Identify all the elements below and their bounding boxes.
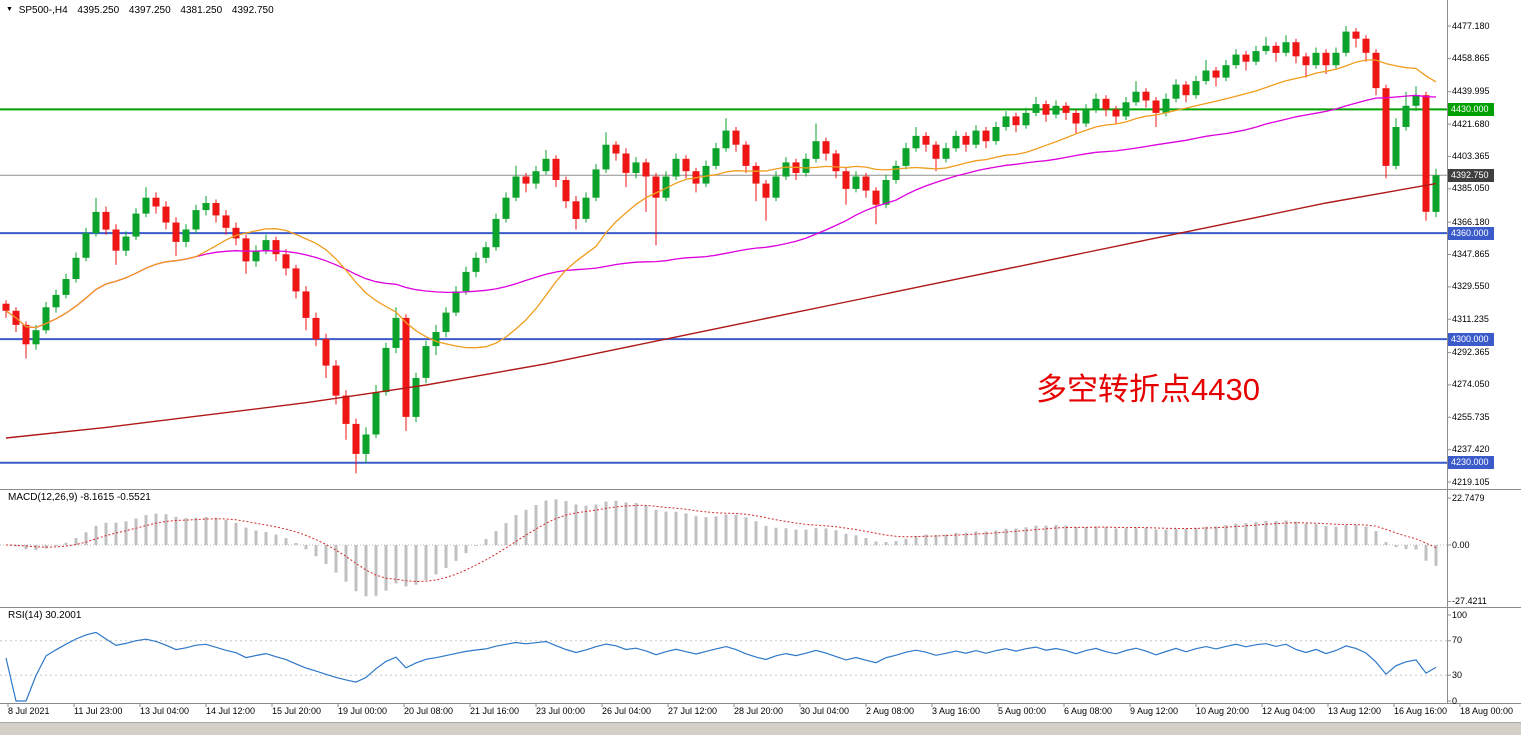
macd-axis-tick: -27.4211	[1452, 595, 1487, 606]
price-axis-tick: 4274.050	[1452, 379, 1490, 390]
time-axis-label: 26 Jul 04:00	[602, 706, 652, 716]
price-axis-tick: 4329.550	[1452, 281, 1490, 292]
time-axis-label: 10 Aug 20:00	[1196, 706, 1250, 716]
time-axis-label: 19 Jul 00:00	[338, 706, 388, 716]
bottom-bar	[0, 722, 1521, 735]
time-axis-label: 6 Aug 08:00	[1064, 706, 1113, 716]
macd-signal-line	[5, 504, 1437, 583]
time-axis-label: 15 Jul 20:00	[272, 706, 322, 716]
rsi-indicator-label: RSI(14) 30.2001	[8, 610, 82, 621]
time-axis-label: 23 Jul 00:00	[536, 706, 586, 716]
price-axis-tick: 4366.180	[1452, 216, 1490, 227]
price-axis-tick: 4403.365	[1452, 150, 1490, 161]
ohlc-low: 4381.250	[180, 5, 223, 16]
time-axis-label: 13 Jul 04:00	[140, 706, 190, 716]
time-axis-label: 20 Jul 08:00	[404, 706, 454, 716]
macd-histogram	[14, 499, 1438, 597]
current-price-tag: 4392.750	[1448, 168, 1494, 182]
price-axis-tick: 4219.105	[1452, 476, 1490, 487]
chart-title: ▼ SP500-,H4 4395.250 4397.250 4381.250 4…	[6, 5, 281, 16]
macd-axis-tick: 0.00	[1452, 539, 1470, 550]
line-price-tag: 4300.000	[1448, 332, 1494, 346]
time-axis-label: 28 Jul 20:00	[734, 706, 784, 716]
time-axis-label: 9 Aug 12:00	[1130, 706, 1179, 716]
triangle-icon: ▼	[6, 6, 13, 13]
price-axis-tick: 4458.865	[1452, 52, 1490, 63]
price-axis-tick: 4477.180	[1452, 20, 1490, 31]
time-axis-label: 2 Aug 08:00	[866, 706, 915, 716]
time-axis-label: 18 Aug 00:00	[1460, 706, 1514, 716]
price-axis-tick: 4292.365	[1452, 347, 1490, 358]
candlestick-series	[2, 26, 1440, 474]
horizontal-lines[interactable]	[0, 108, 1447, 464]
rsi-axis-tick: 100	[1452, 609, 1468, 620]
time-axis-label: 30 Jul 04:00	[800, 706, 850, 716]
macd-axis-tick: 22.7479	[1452, 492, 1485, 503]
price-axis-tick: 4439.995	[1452, 86, 1490, 97]
price-axis-tick: 4347.865	[1452, 248, 1490, 259]
time-axis-label: 16 Aug 16:00	[1394, 706, 1448, 716]
time-axis-label: 13 Aug 12:00	[1328, 706, 1382, 716]
time-axis-label: 21 Jul 16:00	[470, 706, 520, 716]
rsi-line	[5, 631, 1437, 702]
time-axis-label: 11 Jul 23:00	[74, 706, 123, 716]
time-axis-label: 5 Aug 00:00	[998, 706, 1047, 716]
chart-text-annotation[interactable]: 多空转折点4430	[1036, 372, 1260, 407]
time-axis-label: 27 Jul 12:00	[668, 706, 718, 716]
moving-average-mid	[5, 94, 1437, 329]
macd-indicator-label: MACD(12,26,9) -8.1615 -0.5521	[8, 492, 151, 503]
panel-separators	[0, 0, 1521, 704]
rsi-axis-tick: 70	[1452, 635, 1463, 646]
price-axis-tick: 4385.050	[1452, 183, 1490, 194]
time-axis-label: 14 Jul 12:00	[206, 706, 256, 716]
line-price-tag: 4430.000	[1448, 102, 1494, 116]
moving-average-fast	[5, 59, 1437, 349]
price-axis-tick: 4311.235	[1452, 313, 1489, 324]
time-axis-label: 3 Aug 16:00	[932, 706, 981, 716]
axis-tick-marks	[7, 25, 1461, 707]
moving-average-long	[5, 182, 1437, 439]
time-axis-label: 8 Jul 2021	[8, 706, 50, 716]
price-axis-tick: 4255.735	[1452, 411, 1490, 422]
time-axis-label: 12 Aug 04:00	[1262, 706, 1316, 716]
price-axis-tick: 4421.680	[1452, 118, 1490, 129]
line-price-tag: 4230.000	[1448, 456, 1494, 470]
rsi-axis-tick: 0	[1452, 695, 1458, 706]
ohlc-open: 4395.250	[77, 5, 120, 16]
ohlc-close: 4392.750	[231, 5, 274, 16]
ohlc-high: 4397.250	[128, 5, 171, 16]
price-axis-tick: 4237.420	[1452, 444, 1490, 455]
symbol-timeframe: SP500-,H4	[18, 5, 68, 16]
rsi-axis-tick: 30	[1452, 669, 1463, 680]
line-price-tag: 4360.000	[1448, 226, 1494, 240]
